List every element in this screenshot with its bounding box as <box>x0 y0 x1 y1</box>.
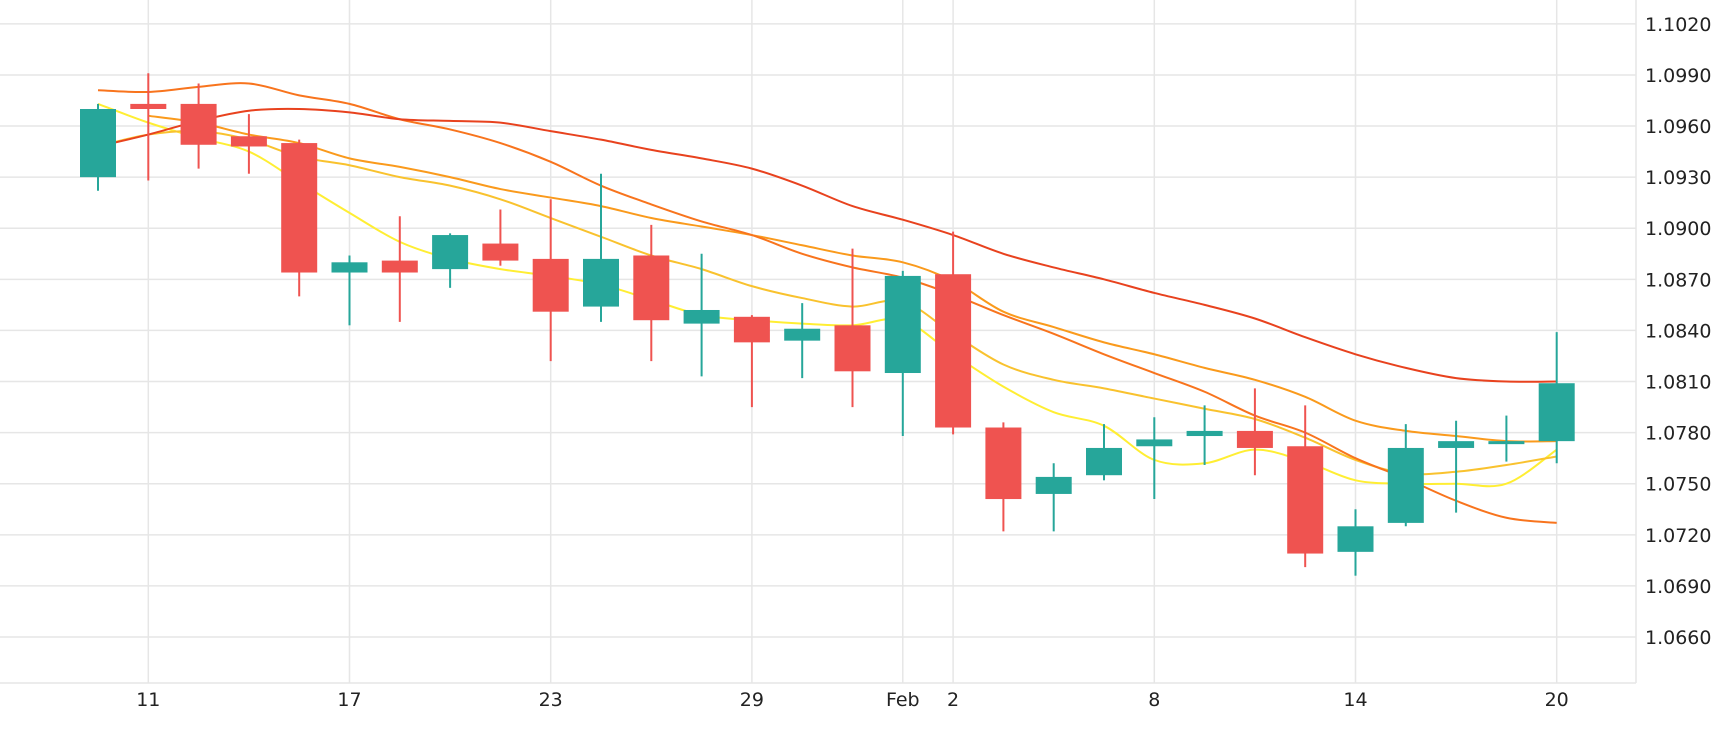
candle-body-up <box>331 262 368 273</box>
candle-body-up <box>1337 526 1374 552</box>
candle-body-down <box>733 316 770 343</box>
candle <box>633 224 670 362</box>
candle-body-down <box>532 258 569 312</box>
grid-layer <box>0 0 1637 684</box>
candle <box>1287 405 1324 568</box>
candle <box>784 303 821 379</box>
candle-body-down <box>633 255 670 321</box>
x-tick-label: 17 <box>337 689 361 711</box>
candle <box>1538 332 1575 464</box>
candle-body-down <box>482 243 519 261</box>
candle <box>1035 463 1072 532</box>
candle <box>935 231 972 435</box>
candle <box>583 173 619 322</box>
candle-body-down <box>935 274 972 428</box>
x-tick-label: 20 <box>1545 689 1569 711</box>
moving-average-line-2 <box>97 129 1557 476</box>
x-tick-label: 11 <box>136 689 160 711</box>
candle-body-up <box>1186 430 1223 437</box>
y-tick-label: 1.0990 <box>1645 65 1711 87</box>
candle <box>834 248 871 408</box>
candle-body-down <box>834 325 871 372</box>
candle <box>80 103 116 191</box>
candle-layer <box>80 73 1575 576</box>
candle <box>432 233 469 288</box>
x-tick-label: 23 <box>539 689 563 711</box>
candle-body-down <box>381 260 418 273</box>
candle <box>381 216 418 322</box>
candle-body-up <box>583 258 619 307</box>
y-tick-label: 1.0720 <box>1645 525 1711 547</box>
candle <box>1488 415 1525 462</box>
candle <box>1387 424 1424 527</box>
candle <box>331 255 368 326</box>
candle-body-up <box>1387 447 1424 523</box>
candle <box>1236 388 1273 476</box>
y-tick-label: 1.0810 <box>1645 372 1711 394</box>
candle <box>733 315 770 408</box>
candle-body-up <box>1488 441 1525 445</box>
y-tick-label: 1.0960 <box>1645 116 1711 138</box>
x-tick-label: Feb <box>886 689 920 711</box>
candle <box>1136 417 1173 500</box>
y-tick-label: 1.0840 <box>1645 320 1711 342</box>
candle-body-up <box>1035 476 1072 494</box>
candle-body-up <box>1086 447 1122 476</box>
candle <box>230 114 267 174</box>
candle <box>884 270 921 437</box>
candle-body-down <box>1236 430 1273 448</box>
y-tick-label: 1.0930 <box>1645 167 1711 189</box>
candle <box>130 73 167 181</box>
candle-body-up <box>1538 383 1575 442</box>
candle <box>532 199 569 362</box>
moving-average-line-5 <box>97 107 1557 383</box>
y-tick-label: 1.0900 <box>1645 218 1711 240</box>
x-tick-label: 14 <box>1343 689 1367 711</box>
candle-body-up <box>683 309 720 324</box>
candle <box>1337 509 1374 576</box>
candle-body-up <box>1136 439 1173 447</box>
y-tick-label: 1.0780 <box>1645 423 1711 445</box>
x-tick-label: 2 <box>947 689 959 711</box>
candle <box>482 209 519 266</box>
candle-body-down <box>1287 446 1324 554</box>
candle <box>1438 420 1475 513</box>
y-tick-label: 1.0660 <box>1645 627 1711 649</box>
x-tick-label: 29 <box>740 689 764 711</box>
candle <box>683 253 720 377</box>
candle-body-down <box>281 143 318 273</box>
candle-body-up <box>884 275 921 374</box>
x-tick-label: 8 <box>1148 689 1160 711</box>
candle-body-down <box>130 103 167 110</box>
y-tick-label: 1.0750 <box>1645 474 1711 496</box>
candle-body-up <box>784 328 821 341</box>
candle-body-up <box>432 235 469 270</box>
candle <box>1186 405 1223 465</box>
candle-body-up <box>1438 441 1475 448</box>
candle-body-up <box>80 109 116 178</box>
candle-body-down <box>985 427 1022 500</box>
candle-body-down <box>230 136 267 147</box>
candle <box>180 83 217 169</box>
candle <box>985 422 1022 532</box>
candle <box>1086 424 1122 481</box>
y-tick-label: 1.0690 <box>1645 576 1711 598</box>
y-tick-label: 1.1020 <box>1645 14 1711 36</box>
y-tick-label: 1.0870 <box>1645 269 1711 291</box>
candle <box>281 139 318 297</box>
candle-body-down <box>180 103 217 145</box>
moving-average-line-4 <box>97 82 1557 524</box>
axis-layer: 1.1020 1.0990 1.0960 1.0930 1.0900 1.0870 1.08… <box>136 14 1711 711</box>
